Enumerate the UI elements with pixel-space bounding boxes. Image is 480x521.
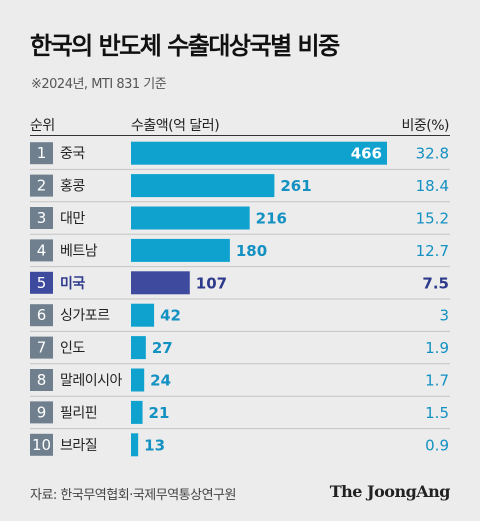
country-label: 중국 xyxy=(60,146,85,162)
rank-badge xyxy=(30,369,53,391)
value-label: 21 xyxy=(149,404,170,422)
chart-subtitle: ※2024년, MTI 831 기준 xyxy=(31,77,167,92)
rank-label: 3 xyxy=(37,209,47,227)
share-label: 15.2 xyxy=(416,210,449,228)
rank-label: 1 xyxy=(37,144,47,162)
rank-badge xyxy=(30,336,53,359)
share-label: 1.7 xyxy=(425,372,449,390)
rank-badge xyxy=(30,239,53,262)
country-label: 싱가포르 xyxy=(60,308,110,324)
rank-badge xyxy=(30,304,53,327)
brand-logo: The JoongAng xyxy=(329,482,451,501)
value-label: 13 xyxy=(144,436,165,454)
value-label: 27 xyxy=(152,339,173,357)
bar xyxy=(131,206,250,230)
country-label: 대만 xyxy=(60,211,85,227)
rank-badge xyxy=(30,433,53,456)
rank-label: 10 xyxy=(32,436,51,454)
bar xyxy=(131,271,190,295)
rank-label: 2 xyxy=(37,177,47,195)
bar xyxy=(131,238,230,262)
rank-label: 9 xyxy=(37,403,47,421)
rank-label: 5 xyxy=(37,274,47,292)
rank-badge xyxy=(30,174,53,197)
rank-label: 4 xyxy=(37,241,47,259)
rank-badge xyxy=(30,207,53,229)
rank-label: 6 xyxy=(37,306,47,324)
share-label: 1.5 xyxy=(425,404,449,422)
country-label: 베트남 xyxy=(60,243,98,259)
bar xyxy=(131,336,146,360)
bar xyxy=(131,174,275,198)
rank-label: 7 xyxy=(37,339,47,357)
bar xyxy=(131,141,387,165)
rank-column-header: 순위 xyxy=(30,118,55,134)
bar xyxy=(131,368,145,392)
share-label: 7.5 xyxy=(422,274,449,292)
share-column-header: 비중(%) xyxy=(401,118,450,134)
value-label: 42 xyxy=(160,307,181,325)
country-label: 필리핀 xyxy=(60,405,97,421)
header-divider xyxy=(30,135,450,136)
rank-badge xyxy=(30,271,53,294)
country-label: 브라질 xyxy=(60,438,97,454)
share-label: 0.9 xyxy=(425,436,449,454)
country-label: 홍콩 xyxy=(60,179,85,195)
rank-badge xyxy=(30,142,53,165)
share-label: 3 xyxy=(439,307,449,325)
share-label: 32.8 xyxy=(416,145,449,163)
value-label: 24 xyxy=(150,372,171,390)
bar xyxy=(131,303,155,327)
share-label: 12.7 xyxy=(416,242,449,260)
source-note: 자료: 한국무역협회·국제무역통상연구원 xyxy=(30,488,236,503)
country-label: 미국 xyxy=(60,276,85,292)
value-label: 216 xyxy=(256,210,287,228)
value-label: 466 xyxy=(351,145,382,163)
share-label: 1.9 xyxy=(425,339,449,357)
value-label: 180 xyxy=(236,242,267,260)
bar xyxy=(131,433,139,457)
rank-label: 8 xyxy=(37,371,47,389)
value-label: 261 xyxy=(280,177,311,195)
chart-title: 한국의 반도체 수출대상국별 비중 xyxy=(30,32,340,60)
value-label: 107 xyxy=(196,274,227,292)
bar xyxy=(131,400,143,424)
rank-badge xyxy=(30,401,53,424)
country-label: 인도 xyxy=(60,341,85,357)
share-label: 18.4 xyxy=(416,177,449,195)
export-column-header: 수출액(억 달러) xyxy=(131,118,220,134)
country-label: 말레이시아 xyxy=(60,373,123,389)
